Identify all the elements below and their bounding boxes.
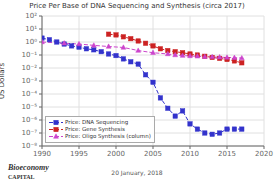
svg-text:1995: 1995 bbox=[70, 150, 88, 158]
html-text:Bioeconomy: Bioeconomy bbox=[8, 163, 49, 172]
svg-text:10¹: 10¹ bbox=[25, 25, 37, 33]
svg-text:10⁻¹: 10⁻¹ bbox=[22, 51, 38, 59]
svg-text:2010: 2010 bbox=[181, 150, 199, 158]
svg-text:10⁻⁵: 10⁻⁵ bbox=[22, 103, 38, 111]
svg-text:2005: 2005 bbox=[144, 150, 162, 158]
html-text:Price: Oligo Synthesis (column: Price: Oligo Synthesis (column) bbox=[65, 133, 151, 139]
html-text:CAPITAL: CAPITAL bbox=[8, 174, 35, 180]
svg-text:US Dollars: US Dollars bbox=[0, 63, 6, 100]
svg-text:1990: 1990 bbox=[33, 150, 51, 158]
svg-text:10⁻⁸: 10⁻⁸ bbox=[22, 142, 38, 150]
html-text:Price: DNA Sequencing: Price: DNA Sequencing bbox=[65, 119, 129, 125]
html-text:Price Per Base of DNA Sequenci: Price Per Base of DNA Sequencing and Syn… bbox=[29, 2, 245, 10]
svg-text:10⁻⁶: 10⁻⁶ bbox=[22, 116, 38, 124]
svg-text:10⁻³: 10⁻³ bbox=[22, 77, 38, 85]
svg-text:10⁻⁷: 10⁻⁷ bbox=[22, 129, 38, 137]
svg-text:2000: 2000 bbox=[107, 150, 125, 158]
svg-text:10⁻²: 10⁻² bbox=[22, 64, 38, 72]
svg-text:10⁻⁴: 10⁻⁴ bbox=[22, 90, 38, 98]
svg-text:2020: 2020 bbox=[255, 150, 273, 158]
svg-text:10⁰: 10⁰ bbox=[25, 38, 37, 46]
html-text:Price: Gene Synthesis: Price: Gene Synthesis bbox=[65, 126, 125, 132]
svg-text:10²: 10² bbox=[25, 12, 37, 20]
html-text:20 January, 2018: 20 January, 2018 bbox=[111, 169, 163, 176]
svg-text:2015: 2015 bbox=[218, 150, 236, 158]
